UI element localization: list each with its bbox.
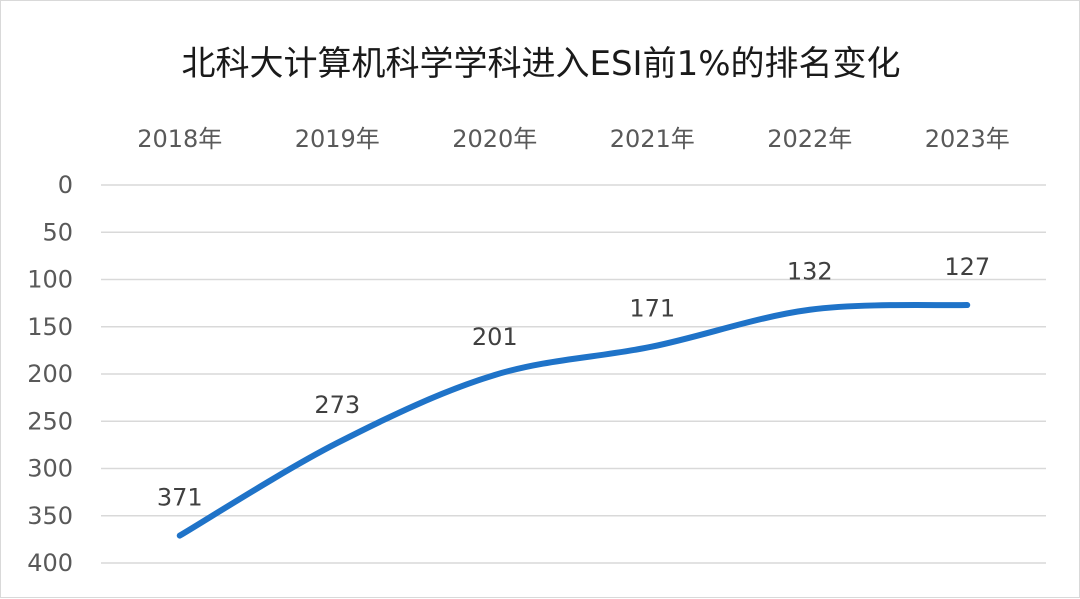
data-label: 171 xyxy=(629,295,675,323)
y-tick-label: 300 xyxy=(27,455,73,483)
data-label: 273 xyxy=(314,391,360,419)
x-axis-tick-labels: 2018年 2019年 2020年 2021年 2022年 2023年 xyxy=(137,125,1010,153)
y-tick-label: 100 xyxy=(27,266,73,294)
data-labels: 371 273 201 171 132 127 xyxy=(157,253,990,512)
data-point xyxy=(334,440,340,446)
y-tick-label: 200 xyxy=(27,360,73,388)
data-label: 132 xyxy=(787,258,833,286)
data-label: 371 xyxy=(157,484,203,512)
x-tick-label: 2021年 xyxy=(610,125,695,153)
data-label: 127 xyxy=(944,253,990,281)
x-tick-label: 2023年 xyxy=(925,125,1010,153)
x-tick-label: 2019年 xyxy=(295,125,380,153)
gridlines xyxy=(101,184,1046,564)
y-tick-label: 400 xyxy=(27,549,73,577)
y-tick-label: 250 xyxy=(27,407,73,435)
y-axis-tick-labels: 0 50 100 150 200 250 300 350 400 xyxy=(27,171,73,577)
series-line xyxy=(176,302,971,539)
series-lines xyxy=(176,302,971,539)
x-tick-label: 2022年 xyxy=(767,125,852,153)
chart-title: 北科大计算机科学学科进入ESI前1%的排名变化 xyxy=(181,44,900,84)
data-label: 201 xyxy=(472,323,518,351)
x-tick-label: 2020年 xyxy=(452,125,537,153)
data-point xyxy=(964,302,970,308)
y-tick-label: 350 xyxy=(27,502,73,530)
data-point xyxy=(649,344,655,350)
x-tick-label: 2018年 xyxy=(137,125,222,153)
data-point xyxy=(177,533,183,539)
data-point xyxy=(807,307,813,313)
y-tick-label: 150 xyxy=(27,313,73,341)
y-tick-label: 50 xyxy=(42,218,73,246)
data-point xyxy=(492,372,498,378)
y-tick-label: 0 xyxy=(58,171,73,199)
